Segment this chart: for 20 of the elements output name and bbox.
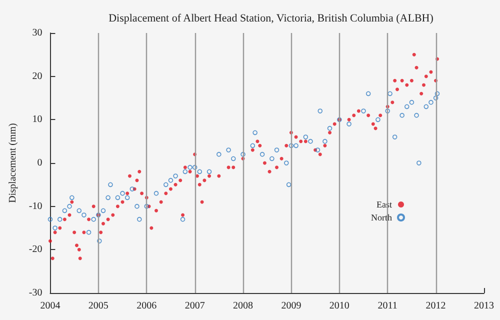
y-tick-label: -20 [28,244,42,256]
y-axis-title: Displacement (mm) [8,123,18,203]
x-tick-label: 2011 [378,300,398,312]
x-tick-label: 2008 [233,300,254,312]
x-tick-label: 2013 [474,300,494,312]
x-tick-label: 2012 [426,300,446,312]
x-tick-label: 2005 [88,300,108,312]
y-tick-label: -30 [28,288,42,298]
x-tick-label: 2009 [281,300,302,312]
y-tick-label: 20 [32,70,42,82]
x-tick-label: 2007 [184,300,205,312]
x-tick-label: 2004 [40,300,60,312]
x-tick-label: 2006 [136,300,157,312]
y-tick-label: 0 [37,158,42,168]
legend-label: North [371,212,392,222]
y-tick-label: -10 [28,200,42,212]
x-tick-label: 2010 [329,300,350,312]
chart-title: Displacement of Albert Head Station, Victoria, British Columbia (ALBH) [108,12,434,24]
y-tick-label: 10 [32,114,42,126]
y-tick-label: 30 [32,28,42,38]
